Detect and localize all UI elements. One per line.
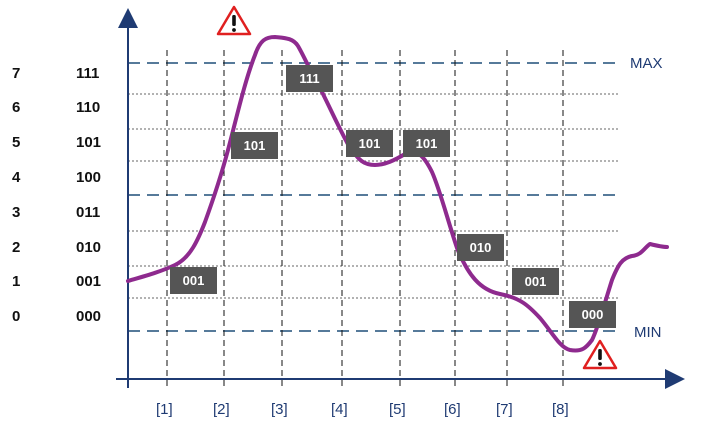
level-decimal-1: 1 (12, 273, 20, 290)
sample-tick-label: [3] (271, 401, 288, 418)
sample-tick-label: [1] (156, 401, 173, 418)
code-box (569, 301, 616, 328)
code-label: 111 (299, 71, 319, 86)
reference-lines (128, 62, 620, 332)
code-box (346, 130, 393, 157)
level-binary-1: 001 (76, 273, 101, 290)
level-gridlines (128, 93, 620, 299)
level-decimal-6: 6 (12, 99, 20, 116)
sample-tick-labels: [1] [2] [3] [4] [5] [6] [7] [8] (156, 401, 569, 418)
code-label: 010 (470, 240, 492, 255)
level-binary-0: 000 (76, 308, 101, 325)
level-binary-3: 011 (76, 204, 100, 221)
warning-icon (216, 5, 252, 36)
sample-code-6: 010 (457, 234, 504, 261)
sample-tick-label: [2] (213, 401, 230, 418)
warning-icon (582, 339, 618, 370)
level-binary-2: 010 (76, 239, 101, 256)
level-decimal-3: 3 (12, 204, 20, 221)
level-decimal-4: 4 (12, 169, 21, 186)
level-binary-5: 101 (76, 134, 101, 151)
sample-code-5: 101 (403, 130, 450, 157)
sample-code-4: 101 (346, 130, 393, 157)
sample-code-3: 111 (286, 65, 333, 92)
level-binary-6: 110 (76, 99, 100, 116)
sample-tick-label: [4] (331, 401, 348, 418)
code-label: 101 (416, 136, 438, 151)
code-label: 001 (525, 274, 547, 289)
sample-tick-label: [5] (389, 401, 406, 418)
code-label: 101 (244, 138, 266, 153)
sample-code-1: 001 (170, 267, 217, 294)
code-box (457, 234, 504, 261)
sample-tick-label: [8] (552, 401, 569, 418)
sample-code-2: 101 (231, 132, 278, 159)
level-decimal-2: 2 (12, 239, 20, 256)
sample-code-8: 000 (569, 301, 616, 328)
level-decimal-5: 5 (12, 134, 20, 151)
sample-gridlines (166, 50, 564, 388)
level-decimal-7: 7 (12, 65, 20, 82)
level-labels: 7 111 6 110 5 101 4 100 3 011 2 010 1 00… (12, 65, 101, 325)
code-box (286, 65, 333, 92)
code-box (231, 132, 278, 159)
sample-tick-label: [7] (496, 401, 513, 418)
code-label: 000 (582, 307, 604, 322)
level-binary-4: 100 (76, 169, 101, 186)
sample-code-7: 001 (512, 268, 559, 295)
max-label: MAX (630, 55, 663, 72)
code-box (403, 130, 450, 157)
code-box (512, 268, 559, 295)
sample-tick-label: [6] (444, 401, 461, 418)
level-binary-7: 111 (76, 65, 99, 82)
code-label: 101 (359, 136, 381, 151)
code-box (170, 267, 217, 294)
min-label: MIN (634, 324, 662, 341)
code-label: 001 (183, 273, 205, 288)
level-decimal-0: 0 (12, 308, 20, 325)
